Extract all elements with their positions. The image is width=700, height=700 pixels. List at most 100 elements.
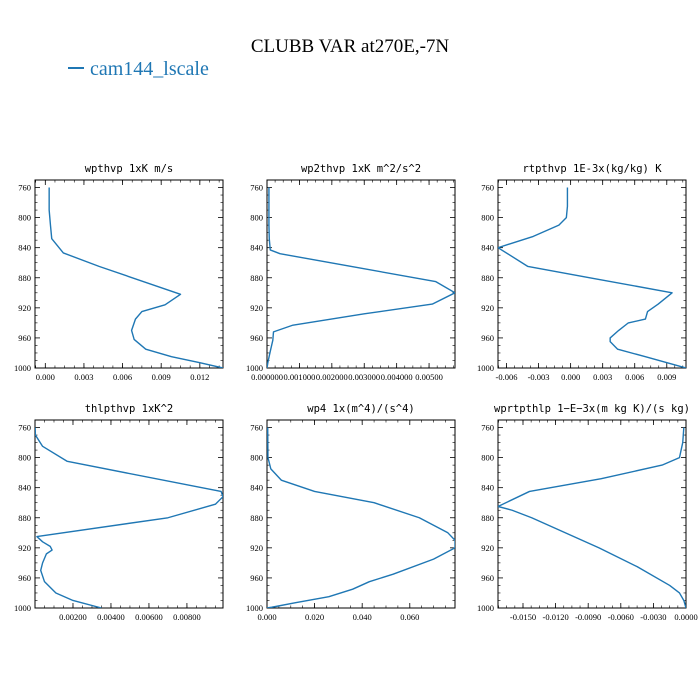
x-tick-label: 0.012	[190, 372, 209, 382]
y-tick-label: 760	[18, 423, 31, 433]
y-tick-label: 760	[481, 423, 494, 433]
series-line	[267, 427, 455, 608]
series-line	[498, 427, 686, 608]
plot-frame	[497, 419, 687, 609]
y-tick-label: 800	[18, 213, 31, 223]
y-tick-label: 760	[481, 183, 494, 193]
y-tick-label: 880	[18, 273, 31, 283]
y-tick-label: 1000	[477, 363, 494, 373]
y-tick-label: 960	[481, 573, 494, 583]
series-line	[48, 187, 223, 368]
y-tick-label: 840	[481, 483, 494, 493]
x-tick-label: -0.0060	[608, 612, 634, 622]
panel-title: thlpthvp 1xK^2	[85, 403, 174, 415]
x-tick-label: -0.0120	[542, 612, 568, 622]
panel-title: wp2thvp 1xK m^2/s^2	[301, 163, 421, 175]
y-tick-label: 880	[481, 513, 494, 523]
x-tick-label: 0.040	[353, 612, 372, 622]
panel-title: wp4 1x(m^4)/(s^4)	[307, 403, 414, 415]
plot-frame	[34, 179, 224, 369]
panel-title: wprtpthlp 1−E−3x(m kg K)/(s kg)	[494, 403, 690, 415]
x-tick-label: 0.003	[593, 372, 612, 382]
y-tick-label: 920	[18, 543, 31, 553]
x-tick-label: -0.0090	[575, 612, 601, 622]
y-tick-label: 920	[250, 303, 263, 313]
panel-2: wp2thvp 1xK m^2/s^2 760 800 840 880 920 960 100…	[246, 163, 456, 382]
y-tick-label: 760	[250, 183, 263, 193]
y-tick-label: 960	[18, 573, 31, 583]
x-tick-label: 0.000	[36, 372, 55, 382]
y-tick-label: 960	[18, 333, 31, 343]
y-tick-label: 1000	[246, 603, 263, 613]
y-tick-label: 800	[481, 213, 494, 223]
y-tick-label: 800	[250, 213, 263, 223]
y-tick-label: 880	[250, 513, 263, 523]
y-tick-label: 880	[18, 513, 31, 523]
y-tick-label: 920	[250, 543, 263, 553]
x-tick-label: 0.00800	[173, 612, 201, 622]
x-tick-label: 0.020	[305, 612, 324, 622]
series-line	[498, 187, 686, 368]
figure-title: CLUBB VAR at270E,-7N	[250, 36, 450, 57]
x-tick-label: 0.002000	[316, 372, 348, 382]
y-tick-label: 880	[481, 273, 494, 283]
y-tick-label: 920	[18, 303, 31, 313]
panel-6: wprtpthlp 1−E−3x(m kg K)/(s kg)760 800 840…	[477, 403, 698, 622]
y-tick-label: 1000	[14, 363, 31, 373]
x-tick-label: 0.001000	[283, 372, 315, 382]
y-tick-label: 800	[250, 453, 263, 463]
y-tick-label: 760	[18, 183, 31, 193]
series-line	[267, 187, 455, 368]
y-tick-label: 800	[481, 453, 494, 463]
x-tick-label: 0.006	[113, 372, 132, 382]
series-line	[35, 427, 223, 608]
y-tick-label: 960	[250, 333, 263, 343]
x-tick-label: 0.003	[74, 372, 93, 382]
x-tick-label: -0.0030	[640, 612, 666, 622]
y-tick-label: 880	[250, 273, 263, 283]
y-tick-label: 920	[481, 543, 494, 553]
x-tick-label: 0.009	[152, 372, 171, 382]
panel-1: wpthvp 1xK m/s 760 800 840 880 920 960 1000 0.00…	[14, 163, 224, 382]
panel-title: wpthvp 1xK m/s	[85, 163, 174, 175]
x-tick-label: 0.000	[257, 612, 276, 622]
panel-5: wp4 1x(m^4)/(s^4)76080084088092096010000…	[246, 403, 456, 622]
plot-frame	[266, 179, 456, 369]
x-tick-label: -0.003	[528, 372, 550, 382]
x-tick-label: 0.004000	[381, 372, 413, 382]
y-tick-label: 960	[481, 333, 494, 343]
y-tick-label: 840	[250, 483, 263, 493]
legend-line-swatch	[68, 67, 84, 70]
x-tick-label: 0.00500	[415, 372, 443, 382]
x-tick-label: 0.00600	[135, 612, 163, 622]
x-tick-label: -0.006	[496, 372, 518, 382]
y-tick-label: 1000	[14, 603, 31, 613]
y-tick-label: 800	[18, 453, 31, 463]
y-tick-label: 960	[250, 573, 263, 583]
panel-title: rtpthvp 1E-3x(kg/kg) K	[522, 163, 662, 175]
x-tick-label: 0.060	[400, 612, 419, 622]
y-tick-label: 840	[18, 483, 31, 493]
y-tick-label: 840	[481, 243, 494, 253]
x-tick-label: 0.006	[625, 372, 644, 382]
plot-frame	[497, 179, 687, 369]
x-tick-label: 0.000	[561, 372, 580, 382]
x-tick-label: 0.009	[657, 372, 676, 382]
legend-label: cam144_lscale	[90, 58, 209, 80]
x-tick-label: 0.00200	[59, 612, 87, 622]
y-tick-label: 920	[481, 303, 494, 313]
y-tick-label: 760	[250, 423, 263, 433]
x-tick-label: 0.0000	[674, 612, 697, 622]
plot-frame	[266, 419, 456, 609]
legend: cam144_lscale	[68, 58, 209, 81]
x-tick-label: 0.00400	[97, 612, 125, 622]
y-tick-label: 840	[250, 243, 263, 253]
y-tick-label: 1000	[477, 603, 494, 613]
x-tick-label: 0.000000	[251, 372, 283, 382]
panel-3: rtpthvp 1E-3x(kg/kg) K 760 800 840 880 920 960…	[477, 163, 687, 382]
y-tick-label: 840	[18, 243, 31, 253]
plot-frame	[34, 419, 224, 609]
y-tick-label: 1000	[246, 363, 263, 373]
